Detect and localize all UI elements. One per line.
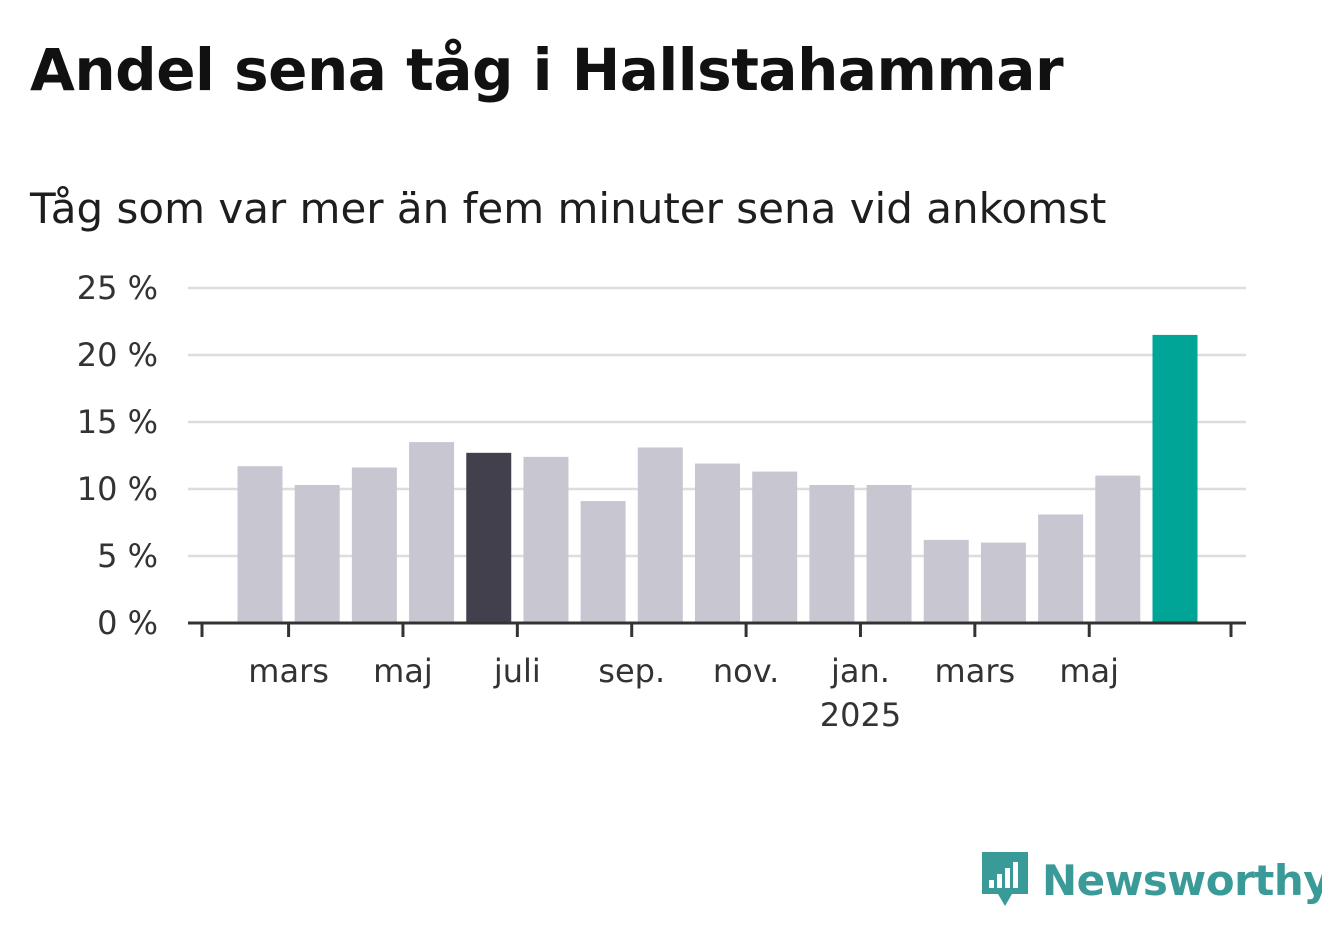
y-tick-label: 15 % [77, 403, 158, 441]
y-tick-label: 10 % [77, 470, 158, 508]
x-tick-label: sep. [598, 652, 665, 690]
bar [1038, 514, 1084, 623]
bar [752, 471, 798, 623]
bar [809, 484, 855, 623]
bar [580, 501, 626, 623]
bar [523, 456, 569, 623]
bar [866, 484, 912, 623]
bar [1095, 475, 1141, 623]
x-tick-label: juli [493, 652, 541, 690]
bar-chart: 0 % 5 % 10 % 15 % 20 % 25 % mars maj juli sep. no… [77, 269, 1246, 734]
bar [466, 452, 512, 623]
newsworthy-wordmark: Newsworthy [1042, 855, 1322, 905]
x-tick-label: maj [1059, 652, 1119, 690]
x-tick-label: mars [935, 652, 1016, 690]
y-axis-ticks: 0 % 5 % 10 % 15 % 20 % 25 % [77, 269, 158, 642]
x-tick-label: mars [248, 652, 329, 690]
newsworthy-brand: Newsworthy [980, 850, 1322, 910]
x-tick-label: maj [373, 652, 433, 690]
y-tick-label: 0 % [97, 604, 158, 642]
y-tick-label: 25 % [77, 269, 158, 307]
x-tick-label: nov. [713, 652, 779, 690]
bar [637, 447, 683, 623]
bar [980, 542, 1026, 623]
chart-title: Andel sena tåg i Hallstahammar [30, 36, 1064, 104]
y-tick-label: 5 % [97, 537, 158, 575]
bar [923, 539, 969, 623]
x-axis-ticks: mars maj juli sep. nov. jan. 2025 mars maj [248, 652, 1119, 734]
chart-subtitle: Tåg som var mer än fem minuter sena vid … [30, 184, 1107, 233]
newsworthy-logo-icon [982, 852, 1028, 906]
x-axis [188, 621, 1246, 637]
bars [237, 334, 1198, 623]
bar [237, 466, 283, 623]
x-tick-year-label: 2025 [820, 696, 901, 734]
bar [294, 484, 340, 623]
x-tick-label: jan. [830, 652, 890, 690]
y-tick-label: 20 % [77, 336, 158, 374]
bar [409, 442, 455, 623]
bar [695, 463, 740, 623]
bar [351, 467, 397, 623]
bar [1152, 334, 1198, 623]
